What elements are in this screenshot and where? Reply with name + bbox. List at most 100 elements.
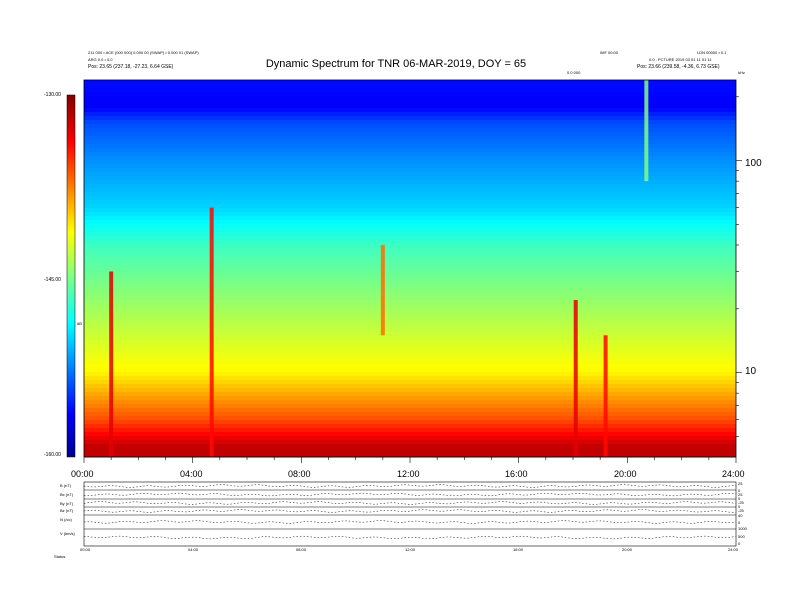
- spectrum-row: [84, 116, 736, 121]
- spectrum-row: [84, 352, 736, 357]
- panel-time-tick-1200: 12:00: [405, 547, 416, 552]
- spectrum-row: [84, 96, 736, 101]
- panel-trace-by: [83, 501, 737, 505]
- colorbar-tick-bottom: -160.00: [44, 452, 61, 458]
- time-tick-1200: 12:00: [397, 469, 420, 479]
- spectrum-row: [84, 184, 736, 189]
- spectrum-row: [84, 100, 736, 105]
- panel-right-tick-10: 1000: [738, 526, 747, 531]
- spectrum-row: [84, 128, 736, 133]
- spectrum-row: [84, 412, 736, 417]
- header-left-line-3: Pos: 23.65 (237.18, -27.23, 6.64 GSE): [88, 64, 174, 70]
- colorbar: [66, 94, 76, 458]
- spectrum-row: [84, 84, 736, 89]
- spectrum-row: [84, 364, 736, 369]
- panel-label-bz: Bz (nT): [60, 508, 74, 513]
- spectrum-row: [84, 388, 736, 393]
- frequency-unit-label: kHz: [738, 70, 745, 75]
- spectrum-row: [84, 124, 736, 129]
- spectrum-row: [84, 408, 736, 413]
- spectrum-row: [84, 392, 736, 397]
- panel-right-tick-6: 0: [738, 504, 741, 509]
- spectrum-row: [84, 384, 736, 389]
- spectrum-row: [84, 312, 736, 317]
- radio-burst: [109, 271, 114, 457]
- header-left-line-2: ARG 0.0 • 0.0: [88, 57, 113, 62]
- spectrum-row: [84, 236, 736, 241]
- spectrum-row: [84, 208, 736, 213]
- spectrum-row: [84, 284, 736, 289]
- spectrum-row: [84, 440, 736, 445]
- radio-burst: [603, 335, 608, 457]
- spectrum-row: [84, 400, 736, 405]
- spectrum-row: [84, 160, 736, 165]
- panel-trace-v: [83, 535, 737, 540]
- spectrum-row: [84, 252, 736, 257]
- spectrum-row: [84, 256, 736, 261]
- header-right-line-1: IMF 00:00: [600, 50, 619, 55]
- spectrum-row: [84, 240, 736, 245]
- panel-time-tick-2400: 24:00: [728, 547, 739, 552]
- panel-footer-label: Status: [54, 554, 66, 559]
- spectrum-row: [84, 88, 736, 93]
- colorbar-unit-label: dB: [77, 321, 82, 326]
- spectrum-row: [84, 108, 736, 113]
- spectrum-row: [84, 156, 736, 161]
- spectrum-row: [84, 132, 736, 137]
- spectrum-row: [84, 300, 736, 305]
- spectrum-row: [84, 168, 736, 173]
- colorbar-tick-top: -130.00: [44, 92, 61, 98]
- spectrum-row: [84, 376, 736, 381]
- panels-frame: [83, 481, 737, 547]
- panel-trace-bx: [83, 492, 737, 497]
- panel-time-tick-2000: 20:00: [622, 547, 633, 552]
- colorbar-tick-mid: -145.00: [44, 277, 61, 283]
- spectrum-row: [84, 336, 736, 341]
- frequency-axis: [736, 96, 742, 437]
- panel-right-tick-8: 40: [738, 513, 743, 518]
- spectrum-row: [84, 180, 736, 185]
- spectrum-row: [84, 224, 736, 229]
- spectrum-row: [84, 304, 736, 309]
- spectrum-row: [84, 120, 736, 125]
- radio-burst: [644, 80, 649, 182]
- spectrum-row: [84, 212, 736, 217]
- panel-trace-b: [83, 484, 736, 488]
- spectrum-row: [84, 368, 736, 373]
- solar-wind-panels: [83, 481, 737, 547]
- panel-right-tick-7: -25: [738, 508, 744, 513]
- panel-label-by: By (nT): [60, 501, 74, 506]
- panel-right-tick-4: 0: [738, 496, 741, 501]
- spectrum-row: [84, 428, 736, 433]
- header-right-line-3: 0.0 . PCTURE 2019 03 01 11 01 11: [649, 57, 712, 62]
- spectrum-row: [84, 448, 736, 453]
- panel-time-tick-0000: 00:00: [80, 547, 91, 552]
- spectrogram: [84, 80, 736, 458]
- spectrum-row: [84, 164, 736, 169]
- time-tick-0400: 04:00: [180, 469, 203, 479]
- panel-label-bx: Bx (nT): [60, 492, 74, 497]
- spectrum-row: [84, 332, 736, 337]
- spectrum-row: [84, 144, 736, 149]
- spectrum-row: [84, 204, 736, 209]
- header-right-line-2: LDN 00000 • 0.1: [697, 50, 727, 55]
- panel-right-tick-2: 0: [738, 488, 741, 493]
- spectrum-row: [84, 152, 736, 157]
- panel-right-tick-12: 0: [738, 541, 741, 546]
- spectrum-row: [84, 104, 736, 109]
- spectrum-row: [84, 220, 736, 225]
- spectrum-row: [84, 140, 736, 145]
- radio-burst: [209, 207, 214, 457]
- time-tick-2400: 24:00: [722, 469, 745, 479]
- spectrum-row: [84, 112, 736, 117]
- spectrum-row: [84, 416, 736, 421]
- header-mid-label: 0.0 000: [567, 70, 581, 75]
- spectrum-row: [84, 280, 736, 285]
- spectrum-row: [84, 452, 736, 457]
- spectrum-row: [84, 360, 736, 365]
- panel-right-tick-1: 25: [738, 481, 743, 486]
- chart-title: Dynamic Spectrum for TNR 06-MAR-2019, DO…: [265, 58, 527, 70]
- panel-trace-n: [83, 520, 737, 524]
- spectrum-row: [84, 248, 736, 253]
